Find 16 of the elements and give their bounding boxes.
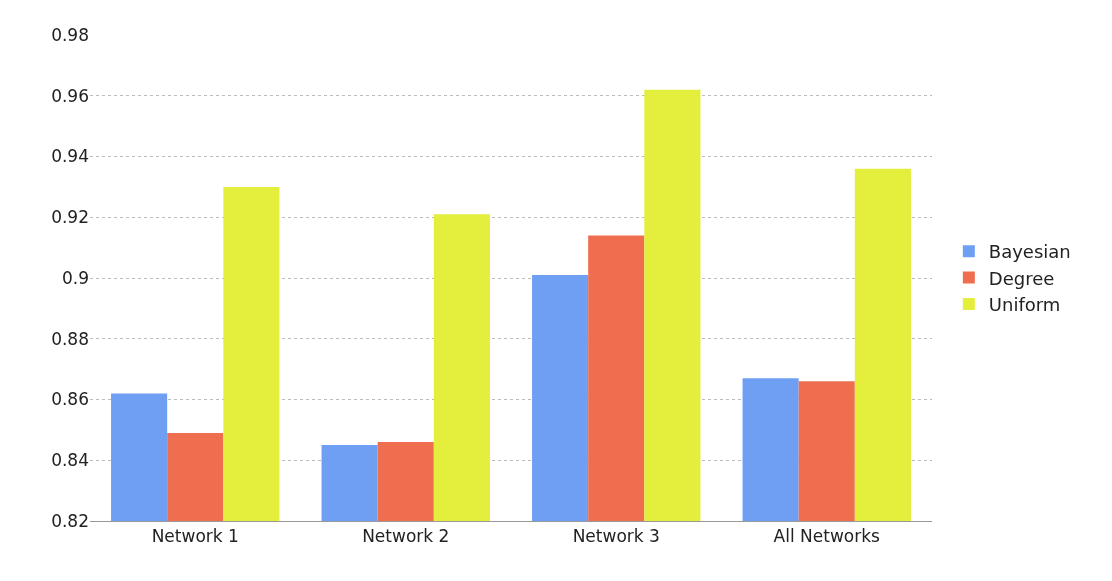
- y-tick-label: 0.92: [51, 207, 89, 228]
- y-tick-label: 0.98: [51, 24, 89, 45]
- y-tick-label: 0.96: [51, 85, 89, 106]
- x-tick-label: Network 2: [362, 526, 450, 547]
- y-tick-label: 0.84: [51, 450, 89, 471]
- y-tick-label: 0.82: [51, 510, 89, 531]
- y-tick-label: 0.94: [51, 146, 89, 167]
- y-tick-label: 0.88: [51, 328, 89, 349]
- legend-label: Uniform: [988, 294, 1061, 316]
- legend-label: Degree: [988, 267, 1055, 289]
- x-tick-label: Network 3: [572, 526, 660, 547]
- x-tick-label: All Networks: [773, 526, 881, 547]
- y-tick-label: 0.86: [51, 389, 89, 410]
- y-tick-label: 0.9: [61, 267, 89, 288]
- x-tick-label: Network 1: [151, 526, 239, 547]
- legend-label: Bayesian: [988, 241, 1071, 263]
